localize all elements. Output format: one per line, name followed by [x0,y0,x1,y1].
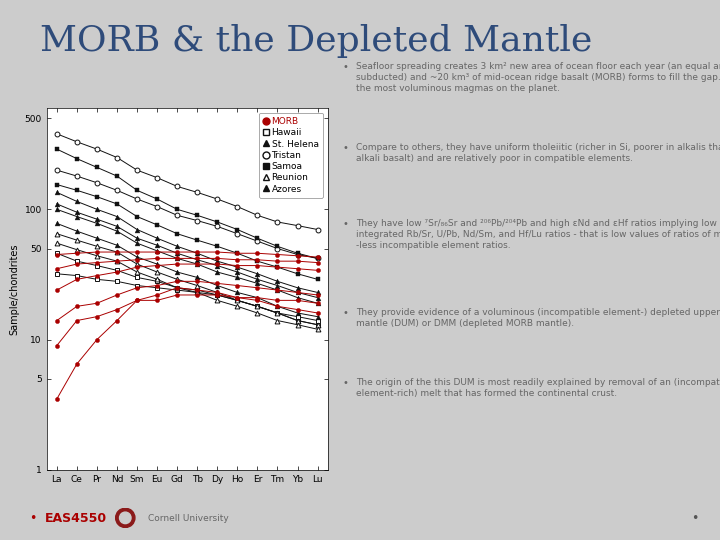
Text: They provide evidence of a voluminous (incompatible element-) depleted upper
man: They provide evidence of a voluminous (i… [356,308,720,328]
Text: •: • [342,62,348,72]
Text: •: • [691,512,698,525]
Legend: MORB, Hawaii, St. Helena, Tristan, Samoa, Reunion, Azores: MORB, Hawaii, St. Helena, Tristan, Samoa… [259,112,323,198]
Text: •: • [29,512,36,525]
Text: They have low ⁷Sr/₈₆Sr and ²⁰⁶Pb/²⁰⁴Pb and high εNd and εHf ratios implying low : They have low ⁷Sr/₈₆Sr and ²⁰⁶Pb/²⁰⁴Pb a… [356,219,720,250]
Text: EAS4550: EAS4550 [45,512,107,525]
Text: Seafloor spreading creates 3 km² new area of ocean floor each year (an equal are: Seafloor spreading creates 3 km² new are… [356,62,720,93]
Text: Cornell University: Cornell University [148,514,228,523]
Text: The origin of the this DUM is most readily explained by removal of an (incompati: The origin of the this DUM is most readi… [356,378,720,398]
Text: •: • [342,143,348,153]
Text: MORB & the Depleted Mantle: MORB & the Depleted Mantle [40,24,592,58]
Circle shape [120,512,131,524]
Y-axis label: Sample/chondrites: Sample/chondrites [9,243,19,335]
Text: Compare to others, they have uniform tholeiitic (richer in Si, poorer in alkalis: Compare to others, they have uniform tho… [356,143,720,163]
Circle shape [116,508,135,528]
Text: •: • [342,378,348,388]
Text: •: • [342,308,348,318]
Text: •: • [342,219,348,229]
